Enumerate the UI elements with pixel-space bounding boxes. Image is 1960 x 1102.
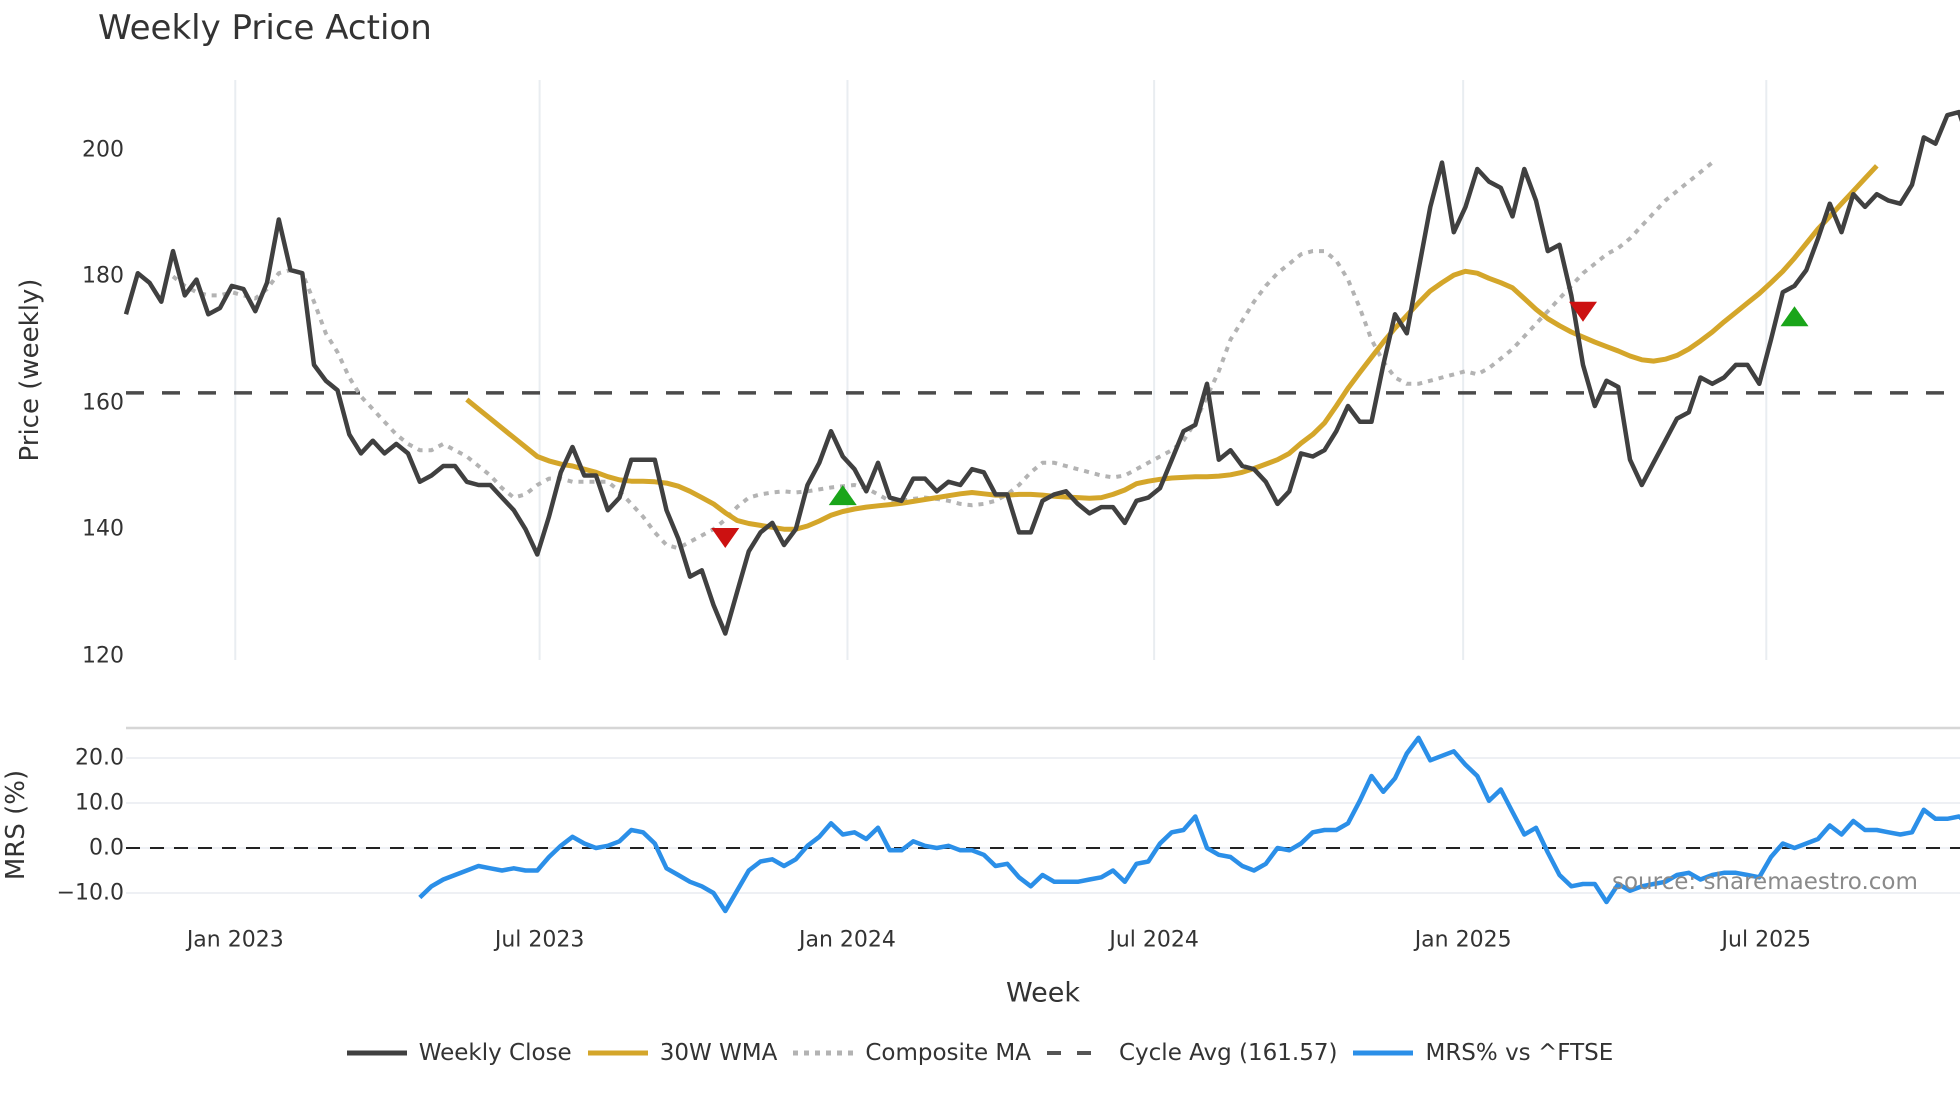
chart-legend: Weekly Close 30W WMA Composite MA Cycle Avg… xyxy=(0,1040,1960,1066)
legend-swatch-icon xyxy=(1046,1046,1107,1060)
legend-label: MRS% vs ^FTSE xyxy=(1425,1040,1614,1066)
legend-item[interactable]: 30W WMA xyxy=(587,1040,778,1066)
x-tick-label: Jan 2023 xyxy=(186,927,284,953)
chart-title: Weekly Price Action xyxy=(98,8,432,48)
legend-label: Weekly Close xyxy=(418,1040,572,1066)
legend-swatch-icon xyxy=(587,1046,648,1060)
legend-item[interactable]: Composite MA xyxy=(793,1040,1031,1066)
mrs-y-tick-label: 20.0 xyxy=(75,745,124,771)
sell-signal-marker-icon xyxy=(711,528,740,549)
main-y-tick-label: 180 xyxy=(82,263,124,289)
main-y-tick-label: 140 xyxy=(82,516,124,542)
legend-item[interactable]: Weekly Close xyxy=(346,1040,572,1066)
legend-item[interactable]: MRS% vs ^FTSE xyxy=(1353,1040,1613,1066)
main-y-tick-label: 120 xyxy=(82,643,124,669)
mrs-line xyxy=(418,735,1960,914)
legend-item[interactable]: Cycle Avg (161.57) xyxy=(1046,1040,1338,1066)
legend-label: 30W WMA xyxy=(659,1040,778,1066)
x-tick-label: Jul 2023 xyxy=(494,927,585,953)
legend-swatch-icon xyxy=(793,1046,854,1060)
weekly-close-line xyxy=(123,109,1960,636)
main-y-tick-label: 160 xyxy=(82,390,124,416)
legend-swatch-icon xyxy=(1353,1046,1414,1060)
legend-label: Composite MA xyxy=(865,1040,1031,1066)
legend-label: Cycle Avg (161.57) xyxy=(1118,1040,1338,1066)
mrs-y-tick-label: 10.0 xyxy=(75,790,124,816)
x-tick-label: Jan 2025 xyxy=(1414,927,1512,953)
main-y-tick-label: 200 xyxy=(82,137,124,163)
x-tick-label: Jan 2024 xyxy=(798,927,896,953)
legend-swatch-icon xyxy=(346,1046,407,1060)
composite-ma-line xyxy=(171,161,1714,551)
sell-signal-marker-icon xyxy=(1569,301,1597,322)
source-watermark: source: sharemaestro.com xyxy=(1612,869,1918,895)
buy-signal-marker-icon xyxy=(1780,306,1809,327)
wma-30w-line xyxy=(465,164,1879,532)
mrs-y-tick-label: 0.0 xyxy=(89,835,124,861)
x-tick-label: Jul 2024 xyxy=(1109,927,1199,953)
x-axis-label: Week xyxy=(1006,977,1080,1009)
buy-signal-marker-icon xyxy=(828,485,857,506)
mrs-y-tick-label: −10.0 xyxy=(56,880,124,906)
x-tick-label: Jul 2025 xyxy=(1721,927,1812,953)
